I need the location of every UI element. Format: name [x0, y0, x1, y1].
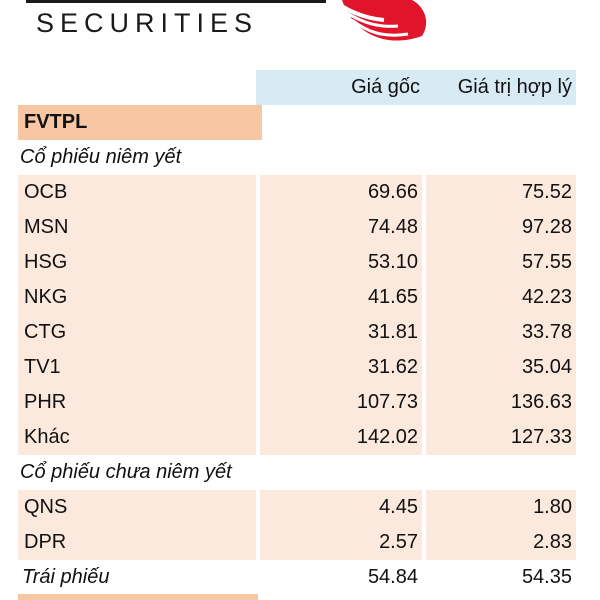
brand-name: SECURITIES — [36, 8, 259, 38]
row-cost: 54.84 — [367, 566, 418, 588]
table-row: QNS 4.45 1.80 — [16, 490, 576, 525]
row-fair-value: 57.55 — [426, 245, 576, 280]
row-cost: 31.62 — [260, 350, 422, 385]
row-name: CTG — [18, 315, 256, 350]
section-footer-bar — [18, 594, 258, 600]
row-fair-value: 97.28 — [426, 210, 576, 245]
header-row: Giá gốc Giá trị hợp lý — [16, 70, 576, 105]
table-row: PHR 107.73 136.63 — [16, 385, 576, 420]
row-cost: 4.45 — [260, 490, 422, 525]
row-cost: 53.10 — [260, 245, 422, 280]
row-name: TV1 — [18, 350, 256, 385]
row-cost: 41.65 — [260, 280, 422, 315]
row-fair-value: 75.52 — [426, 175, 576, 210]
bond-row: Trái phiếu 54.84 54.35 — [16, 560, 576, 595]
row-fair-value: 1.80 — [426, 490, 576, 525]
listed-label: Cổ phiếu niêm yết — [20, 146, 182, 168]
row-name: Trái phiếu — [22, 566, 110, 588]
row-name: DPR — [18, 525, 256, 560]
row-name: QNS — [18, 490, 256, 525]
subsection-row: Cổ phiếu chưa niêm yết — [16, 455, 576, 490]
row-name: PHR — [18, 385, 256, 420]
table-row: Khác 142.02 127.33 — [16, 420, 576, 455]
row-fair-value: 42.23 — [426, 280, 576, 315]
column-header-cost: Giá gốc — [256, 70, 424, 105]
row-name: NKG — [18, 280, 256, 315]
row-fair-value: 54.35 — [521, 566, 572, 588]
table-row: NKG 41.65 42.23 — [16, 280, 576, 315]
unlisted-label: Cổ phiếu chưa niêm yết — [20, 461, 232, 483]
row-cost: 142.02 — [260, 420, 422, 455]
row-fair-value: 33.78 — [426, 315, 576, 350]
subsection-row: Cổ phiếu niêm yết — [16, 140, 576, 175]
table-row: OCB 69.66 75.52 — [16, 175, 576, 210]
row-cost: 31.81 — [260, 315, 422, 350]
section-row: FVTPL — [16, 105, 576, 140]
table-row: TV1 31.62 35.04 — [16, 350, 576, 385]
valuation-table: Giá gốc Giá trị hợp lý FVTPL Cổ phiếu ni… — [16, 70, 576, 595]
row-name: MSN — [18, 210, 256, 245]
row-name: Khác — [18, 420, 256, 455]
row-fair-value: 136.63 — [426, 385, 576, 420]
brand-rule — [26, 0, 326, 3]
table-row: DPR 2.57 2.83 — [16, 525, 576, 560]
row-cost: 2.57 — [260, 525, 422, 560]
table-row: HSG 53.10 57.55 — [16, 245, 576, 280]
row-cost: 107.73 — [260, 385, 422, 420]
row-cost: 74.48 — [260, 210, 422, 245]
row-cost: 69.66 — [260, 175, 422, 210]
row-fair-value: 127.33 — [426, 420, 576, 455]
row-name: OCB — [18, 175, 256, 210]
section-label: FVTPL — [18, 105, 262, 140]
logo-mark-icon — [330, 0, 427, 41]
row-fair-value: 2.83 — [426, 525, 576, 560]
table-row: MSN 74.48 97.28 — [16, 210, 576, 245]
row-fair-value: 35.04 — [426, 350, 576, 385]
table-row: CTG 31.81 33.78 — [16, 315, 576, 350]
row-name: HSG — [18, 245, 256, 280]
column-header-fair-value: Giá trị hợp lý — [424, 70, 576, 105]
